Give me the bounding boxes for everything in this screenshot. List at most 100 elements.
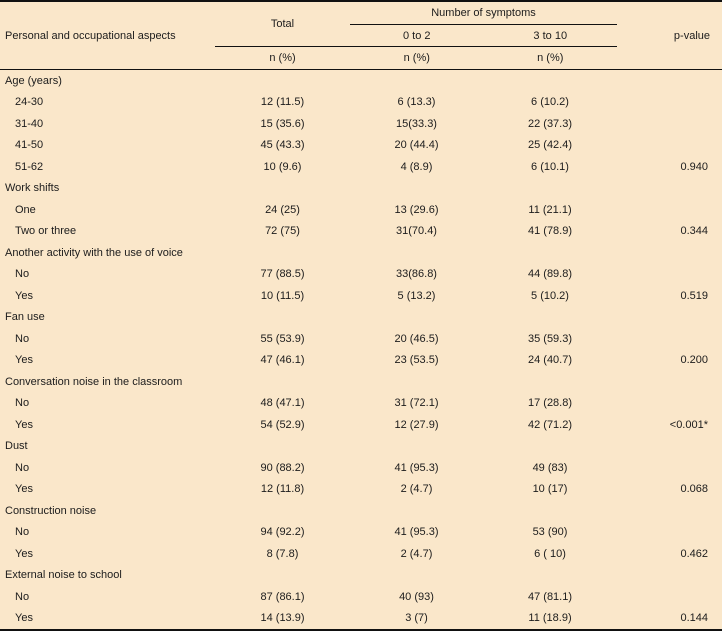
- row-label: Yes: [15, 547, 33, 560]
- table-row: Yes 8 (7.8) 2 (4.7) 6 ( 10) 0.462: [0, 543, 722, 565]
- total-n-pct: 10 (11.5): [260, 289, 305, 302]
- total-n-pct: 24 (25): [265, 203, 300, 216]
- total-n-pct: 94 (92.2): [260, 526, 305, 539]
- p-value: 0.068: [680, 483, 708, 496]
- row-label: No: [15, 268, 30, 281]
- symptoms-0-2-n-pct: 41 (95.3): [394, 526, 439, 539]
- symptoms-0-2-n-pct: 5 (13.2): [397, 289, 436, 302]
- symptoms-3-10-n-pct: 42 (71.2): [527, 418, 573, 431]
- symptoms-0-2-n-pct: 31 (72.1): [394, 397, 439, 410]
- symptoms-3-10-n-pct: 5 (10.2): [531, 289, 569, 302]
- header-number-of-symptoms-group: Number of symptoms 0 to 2 3 to 10 n (%) …: [350, 2, 617, 69]
- table-row: One 24 (25) 13 (29.6) 11 (21.1): [0, 199, 722, 221]
- symptoms-3-10-n-pct: 6 (10.2): [531, 96, 569, 109]
- table-row: Yes 12 (11.8) 2 (4.7) 10 (17) 0.068: [0, 479, 722, 501]
- table-row: No 77 (88.5) 33(86.8) 44 (89.8): [0, 264, 722, 286]
- symptoms-0-2-n-pct: 23 (53.5): [394, 354, 439, 367]
- group-label: Dust: [5, 440, 28, 453]
- p-value: 0.144: [680, 612, 708, 625]
- group-row: Dust: [0, 436, 722, 458]
- total-n-pct: 15 (35.6): [260, 117, 305, 130]
- group-label: Another activity with the use of voice: [5, 246, 183, 259]
- symptoms-3-10-n-pct: 17 (28.8): [527, 397, 573, 410]
- group-row: Construction noise: [0, 500, 722, 522]
- row-label: No: [15, 590, 30, 603]
- table-row: Yes 47 (46.1) 23 (53.5) 24 (40.7) 0.200: [0, 350, 722, 372]
- symptoms-3-10-n-pct: 10 (17): [532, 483, 568, 496]
- row-label: Yes: [15, 354, 33, 367]
- header-personal-occupational-aspects: Personal and occupational aspects: [5, 29, 176, 42]
- p-value: 0.200: [680, 354, 708, 367]
- header-total-n-pct: n (%): [269, 52, 296, 64]
- group-label: Work shifts: [5, 182, 60, 195]
- total-n-pct: 45 (43.3): [260, 139, 305, 152]
- symptoms-0-2-n-pct: 3 (7): [405, 612, 428, 625]
- symptoms-3-10-n-pct: 11 (18.9): [528, 612, 572, 625]
- total-n-pct: 87 (86.1): [260, 590, 305, 603]
- symptoms-0-2-n-pct: 12 (27.9): [394, 418, 439, 431]
- row-label: 24-30: [15, 96, 44, 109]
- symptoms-0-2-n-pct: 2 (4.7): [400, 483, 433, 496]
- row-label: 51-62: [15, 160, 44, 173]
- header-total: Total: [215, 2, 350, 47]
- symptoms-0-2-n-pct: 20 (46.5): [394, 332, 439, 345]
- symptoms-3-10-n-pct: 53 (90): [532, 526, 568, 539]
- symptoms-0-2-n-pct: 2 (4.7): [400, 547, 433, 560]
- header-0-to-2-n-pct: n (%): [403, 52, 430, 64]
- group-label: Fan use: [5, 311, 45, 324]
- group-row: Conversation noise in the classroom: [0, 371, 722, 393]
- table-row: No 48 (47.1) 31 (72.1) 17 (28.8): [0, 393, 722, 415]
- symptoms-0-2-n-pct: 4 (8.9): [400, 160, 433, 173]
- table-row: 24-30 12 (11.5) 6 (13.3) 6 (10.2): [0, 92, 722, 114]
- p-value: 0.462: [680, 547, 708, 560]
- group-row: Fan use: [0, 307, 722, 329]
- symptoms-3-10-n-pct: 49 (83): [532, 461, 568, 474]
- row-label: Two or three: [15, 225, 77, 238]
- table-row: No 55 (53.9) 20 (46.5) 35 (59.3): [0, 328, 722, 350]
- group-row: Another activity with the use of voice: [0, 242, 722, 264]
- table-row: Yes 14 (13.9) 3 (7) 11 (18.9) 0.144: [0, 608, 722, 630]
- group-label: Conversation noise in the classroom: [5, 375, 183, 388]
- header-symptoms-subcolumns: 0 to 2 3 to 10: [350, 25, 617, 47]
- symptoms-3-10-n-pct: 47 (81.1): [527, 590, 573, 603]
- total-n-pct: 12 (11.5): [260, 96, 305, 109]
- header-0-to-2: 0 to 2: [402, 29, 431, 42]
- symptoms-0-2-n-pct: 6 (13.3): [397, 96, 436, 109]
- row-label: 31-40: [15, 117, 44, 130]
- total-n-pct: 90 (88.2): [260, 461, 305, 474]
- row-label: No: [15, 332, 30, 345]
- total-n-pct: 72 (75): [265, 225, 300, 238]
- table-row: No 90 (88.2) 41 (95.3) 49 (83): [0, 457, 722, 479]
- p-value: <0.001*: [669, 418, 708, 431]
- symptoms-0-2-n-pct: 13 (29.6): [394, 203, 439, 216]
- total-n-pct: 48 (47.1): [260, 397, 305, 410]
- table-row: Yes 54 (52.9) 12 (27.9) 42 (71.2) <0.001*: [0, 414, 722, 436]
- total-n-pct: 8 (7.8): [266, 547, 299, 560]
- total-n-pct: 47 (46.1): [260, 354, 305, 367]
- bottom-margin: [0, 632, 722, 636]
- row-label: One: [15, 203, 36, 216]
- header-total-column: Total n (%): [215, 2, 350, 69]
- symptoms-3-10-n-pct: 25 (42.4): [527, 139, 573, 152]
- row-label: Yes: [15, 418, 33, 431]
- group-label: External noise to school: [5, 569, 122, 582]
- table-header: Personal and occupational aspects Total …: [0, 2, 722, 70]
- symptoms-3-10-n-pct: 6 (10.1): [531, 160, 569, 173]
- total-n-pct: 12 (11.8): [260, 483, 305, 496]
- p-value: 0.940: [680, 160, 708, 173]
- row-label: Yes: [15, 483, 33, 496]
- symptoms-3-10-n-pct: 6 ( 10): [534, 547, 566, 560]
- symptoms-0-2-n-pct: 20 (44.4): [394, 139, 439, 152]
- table-row: 31-40 15 (35.6) 15(33.3) 22 (37.3): [0, 113, 722, 135]
- group-row: External noise to school: [0, 565, 722, 587]
- total-n-pct: 10 (9.6): [263, 160, 302, 173]
- row-label: 41-50: [15, 139, 44, 152]
- symptoms-0-2-n-pct: 41 (95.3): [394, 461, 439, 474]
- header-p-value: p-value: [673, 29, 710, 42]
- total-n-pct: 14 (13.9): [260, 612, 305, 625]
- symptoms-0-2-n-pct: 33(86.8): [396, 268, 437, 281]
- row-label: No: [15, 397, 30, 410]
- table-body: Age (years) 24-30 12 (11.5) 6 (13.3) 6 (10.2…: [0, 70, 722, 629]
